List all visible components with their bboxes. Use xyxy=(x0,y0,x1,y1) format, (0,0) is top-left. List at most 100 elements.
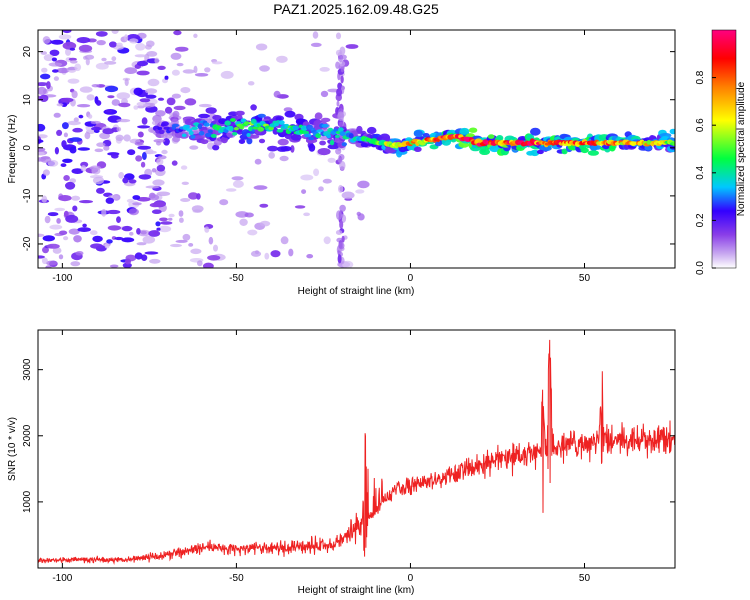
spectrogram-cell-339 xyxy=(155,221,161,227)
spectrogram-cell-1058 xyxy=(207,129,213,133)
spectrogram-cell-1030 xyxy=(158,129,165,135)
colorbar-tick-label-1: 0.2 xyxy=(695,213,706,227)
spectrogram-cell-498 xyxy=(335,61,340,69)
spectrogram-cell-175 xyxy=(77,104,91,108)
spectrogram-cell-426 xyxy=(80,165,87,172)
spectrogram-cell-447 xyxy=(67,78,80,84)
spectrogram-cell-295 xyxy=(134,252,143,260)
spectrogram-cell-266 xyxy=(62,122,69,130)
spectrogram-cell-457 xyxy=(103,145,110,151)
spectrogram-cell-179 xyxy=(190,248,202,255)
spectrogram-cell-421 xyxy=(124,34,129,42)
spectrogram-cell-409 xyxy=(84,54,95,60)
spectrogram-cell-900 xyxy=(536,149,544,155)
spectrogram-cell-1096 xyxy=(273,122,279,127)
spectrogram-cell-16 xyxy=(188,192,199,200)
spectrogram-cell-7 xyxy=(188,243,194,247)
spectrogram-cell-1046 xyxy=(186,128,193,132)
spectrogram-cell-119 xyxy=(42,36,51,44)
spectrogram-cell-514 xyxy=(335,230,343,235)
snr-panel: -100 -50 0 50 1000 2000 3000 Height of straig… xyxy=(7,329,676,596)
spectrogram-cell-506 xyxy=(337,82,343,90)
spectrogram-cell-195 xyxy=(56,218,61,224)
spectrogram-cell-328 xyxy=(85,58,90,66)
spectrogram-marks xyxy=(38,30,675,268)
x-tick-label-3: 50 xyxy=(579,573,591,584)
spectrogram-cell-130 xyxy=(94,148,104,153)
spectrogram-cell-284 xyxy=(79,200,93,204)
spectrogram-cell-831 xyxy=(468,127,478,133)
spectrogram-cell-657 xyxy=(284,110,296,118)
spectrogram-cell-446 xyxy=(114,236,124,241)
spectrogram-cell-347 xyxy=(180,198,191,202)
spectrogram-cell-1053 xyxy=(198,131,205,136)
spectrogram-cell-75 xyxy=(208,236,214,245)
spectrogram-cell-414 xyxy=(317,148,331,156)
spectrogram-cell-209 xyxy=(38,139,44,144)
spectrogram-cell-50 xyxy=(184,98,197,106)
spectrogram-cell-146 xyxy=(146,40,155,47)
spectrogram-cell-99 xyxy=(191,205,204,213)
spectrogram-cell-610 xyxy=(236,128,243,135)
spectrogram-cell-335 xyxy=(69,47,76,51)
spectrogram-cell-1133 xyxy=(338,127,344,133)
spectrogram-cell-664 xyxy=(290,134,302,141)
spectrogram-cell-71 xyxy=(38,123,46,132)
spectrogram-cell-145 xyxy=(52,247,62,254)
spectrogram-cell-288 xyxy=(116,118,131,123)
spectrogram-cell-528 xyxy=(335,148,342,155)
spectrogram-cell-394 xyxy=(56,103,64,107)
chart-title: PAZ1.2025.162.09.48.G25 xyxy=(273,1,439,17)
y-tick-label-3: 10 xyxy=(22,94,33,106)
spectrogram-cell-504 xyxy=(339,160,346,171)
spectrogram-cell-202 xyxy=(211,61,223,65)
spectrogram-cell-332 xyxy=(301,189,307,195)
spectrogram-cell-82 xyxy=(84,132,91,140)
y-tick-label-0: -20 xyxy=(22,236,33,251)
spectrogram-cell-371 xyxy=(280,236,289,245)
spectrogram-cell-192 xyxy=(42,246,49,254)
spectrogram-cell-218 xyxy=(60,163,67,168)
spectrogram-cell-174 xyxy=(175,239,188,243)
spectrogram-cell-1114 xyxy=(304,133,312,138)
spectrogram-cell-306 xyxy=(54,207,66,212)
spectrogram-cell-1068 xyxy=(224,120,231,126)
spectrogram-cell-415 xyxy=(137,125,151,129)
spectrogram-cell-28 xyxy=(167,217,173,221)
spectrogram-cell-520 xyxy=(337,111,345,121)
spectrogram-cell-416 xyxy=(40,156,52,163)
spectrogram-cell-287 xyxy=(173,30,182,36)
snr-y-label: SNR (10 * v/v) xyxy=(7,417,18,481)
spectrogram-cell-154 xyxy=(72,127,83,133)
spectrogram-cell-583 xyxy=(212,144,220,151)
colorbar-label: Normalized spectral amplitude xyxy=(736,81,747,216)
spectrogram-cell-164 xyxy=(77,147,91,151)
spectrogram-cell-169 xyxy=(38,86,47,95)
spectrogram-cell-852 xyxy=(487,134,495,139)
spectrogram-cell-253 xyxy=(170,52,182,60)
spectrogram-cell-251 xyxy=(151,209,162,214)
spectrogram-cell-1070 xyxy=(228,125,234,132)
spectrogram-cell-25 xyxy=(86,94,95,101)
spectrogram-cell-1325 xyxy=(672,141,675,147)
spectrogram-cell-861 xyxy=(496,135,504,142)
spectrogram-cell-631 xyxy=(257,113,266,118)
spectrogram-cell-1139 xyxy=(348,133,354,139)
spectrogram-cell-525 xyxy=(338,55,343,62)
spectrogram-cell-1049 xyxy=(191,126,198,130)
spectrogram-cell-183 xyxy=(180,87,191,94)
spectrogram-cell-1116 xyxy=(308,136,315,141)
spectrogram-cell-578 xyxy=(200,139,209,145)
spectrogram-cell-577 xyxy=(198,113,210,119)
spectrogram-y-label: Frequency (Hz) xyxy=(7,115,18,184)
spectrogram-cell-351 xyxy=(357,213,365,221)
spectrogram-cell-252 xyxy=(132,202,142,206)
spectrogram-cell-115 xyxy=(96,142,106,147)
spectrogram-cell-322 xyxy=(145,148,154,155)
spectrogram-cell-476 xyxy=(339,204,346,212)
spectrogram-cell-236 xyxy=(82,223,87,228)
spectrogram-cell-257 xyxy=(41,195,48,203)
spectrogram-cell-587 xyxy=(212,114,222,121)
spectrogram-cell-282 xyxy=(69,146,77,154)
spectrogram-cell-942 xyxy=(580,147,589,154)
